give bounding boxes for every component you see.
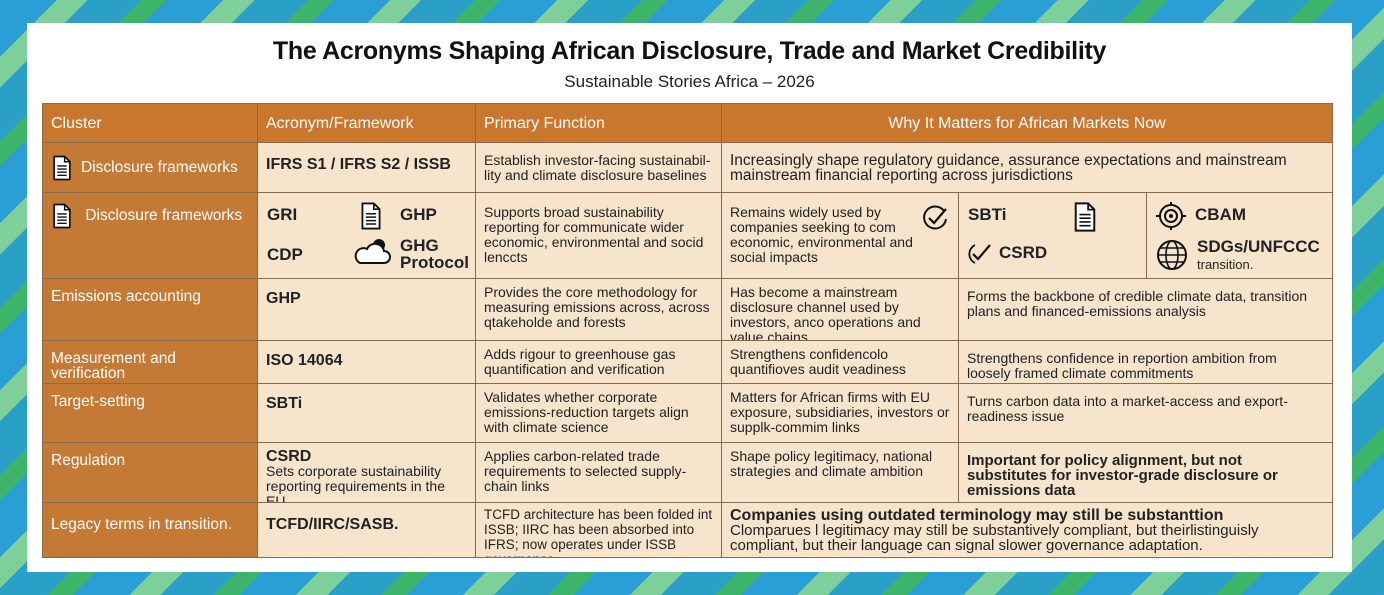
tag-cell: CBAM SDGs/UNFCCC transition. bbox=[1146, 192, 1333, 279]
acronym-cdp: CDP bbox=[267, 245, 303, 264]
target-icon bbox=[1156, 202, 1186, 230]
why-cell: Matters for African firms with EU exposu… bbox=[721, 383, 959, 443]
acronym-cell: CSRD Sets corporate sustainability report… bbox=[257, 442, 476, 503]
globe-icon bbox=[1157, 240, 1187, 270]
cluster-label: Target-setting bbox=[51, 393, 145, 410]
cluster-label: Emissions accounting bbox=[51, 288, 201, 305]
acronym-label: ISO 14064 bbox=[266, 352, 343, 369]
table-row-cluster: Disclosure frameworks bbox=[42, 192, 258, 279]
table-row-cluster: Target-setting bbox=[42, 383, 258, 443]
page-title: The Acronyms Shaping African Disclosure,… bbox=[272, 37, 1107, 65]
acronym-label: GHP bbox=[266, 290, 301, 307]
why-detail-text: Forms the backbone of credible climate d… bbox=[967, 288, 1308, 319]
tag-csrd: CSRD bbox=[999, 243, 1048, 262]
function-text: Validates whether corporate emissions-re… bbox=[484, 389, 689, 435]
why-text: Clomparues l legitimacy may still be sub… bbox=[730, 522, 1259, 554]
cluster-label: Measurement and verification bbox=[51, 350, 176, 382]
function-cell: Adds rigour to greenhouse gas quantifica… bbox=[475, 340, 722, 384]
function-cell: TCFD architecture has been folded int IS… bbox=[475, 502, 722, 558]
page-subtitle: Sustainable Stories Africa – 2026 bbox=[564, 72, 815, 91]
cluster-label: Disclosure frameworks bbox=[81, 159, 238, 176]
header-acronym: Acronym/Framework bbox=[257, 103, 476, 143]
why-text: Strengthens confidencolo quantifioves au… bbox=[730, 346, 906, 377]
why-text: Has become a mainstream disclosure chann… bbox=[730, 284, 921, 341]
header-cluster: Cluster bbox=[42, 103, 258, 143]
why-cell: Shape policy legitimacy, national strate… bbox=[721, 442, 959, 503]
why-cell: Has become a mainstream disclosure chann… bbox=[721, 278, 959, 341]
table-row-cluster: Legacy terms in transition. bbox=[42, 502, 258, 558]
document-icon bbox=[53, 155, 71, 180]
function-cell: Provides the core methodology for measur… bbox=[475, 278, 722, 341]
table-row-cluster: Emissions accounting bbox=[42, 278, 258, 341]
acronym-cell: SBTi bbox=[257, 383, 476, 443]
check-circle-icon bbox=[923, 205, 947, 230]
why-detail-cell: Turns carbon data into a market-access a… bbox=[958, 383, 1333, 443]
why-detail-cell: Important for policy alignment, but not … bbox=[958, 442, 1333, 503]
tag-sbti: SBTi bbox=[968, 205, 1007, 224]
function-cell: Supports broad sustainability reporting … bbox=[475, 192, 722, 279]
acronym-cell: IFRS S1 / IFRS S2 / ISSB bbox=[257, 142, 476, 193]
function-cell: Validates whether corporate emissions-re… bbox=[475, 383, 722, 443]
cluster-label: Disclosure frameworks bbox=[85, 207, 243, 225]
acronym-note: Sets corporate sustainability reporting … bbox=[266, 463, 445, 503]
acronym-gri: GRI bbox=[267, 205, 298, 224]
why-detail-text: Important for policy alignment, but not … bbox=[967, 452, 1278, 499]
cloud-icon bbox=[354, 239, 391, 264]
acronym-cell: GRI GHP CDP GHG Protocol bbox=[257, 192, 476, 279]
table-row-cluster: Measurement and verification bbox=[42, 340, 258, 384]
function-text: Adds rigour to greenhouse gas quantifica… bbox=[484, 346, 676, 377]
document-icon bbox=[361, 202, 381, 230]
header-function: Primary Function bbox=[475, 103, 722, 143]
why-cell: Companies using outdated terminology may… bbox=[721, 502, 1333, 558]
why-text: Matters for African firms with EU exposu… bbox=[730, 389, 950, 435]
acronym-ghg-protocol: GHG Protocol bbox=[400, 236, 469, 272]
acronym-label: SBTi bbox=[266, 395, 303, 412]
function-cell: Establish investor-facing sustainabil-li… bbox=[475, 142, 722, 193]
acronym-cell: ISO 14064 bbox=[257, 340, 476, 384]
tag-sdgs-unfccc: SDGs/UNFCCC bbox=[1197, 237, 1320, 256]
acronym-cell: GHP bbox=[257, 278, 476, 341]
function-cell: Applies carbon-related trade requirement… bbox=[475, 442, 722, 503]
acronym-label: CSRD bbox=[266, 448, 312, 465]
why-text: Shape policy legitimacy, national strate… bbox=[730, 448, 933, 479]
why-detail-cell: Forms the backbone of credible climate d… bbox=[958, 278, 1333, 341]
tag-cbam: CBAM bbox=[1195, 205, 1246, 224]
function-text: Applies carbon-related trade requirement… bbox=[484, 448, 687, 494]
document-icon bbox=[53, 203, 71, 229]
function-text: Provides the core methodology for measur… bbox=[484, 284, 710, 330]
why-detail-text: Turns carbon data into a market-access a… bbox=[967, 393, 1288, 424]
table-row-cluster: Regulation bbox=[42, 442, 258, 503]
why-cell: Increasingly shape regulatory guidance, … bbox=[721, 142, 1333, 193]
why-detail-cell: Strengthens confidence in reportion ambi… bbox=[958, 340, 1333, 384]
why-text: Remains widely used by companies seeking… bbox=[730, 204, 913, 265]
table-row-cluster: Disclosure frameworks bbox=[42, 142, 258, 193]
tag-cell: SBTi CSRD bbox=[958, 192, 1147, 279]
why-bold-text: Companies using outdated terminology may… bbox=[730, 507, 1224, 524]
header-why: Why It Matters for African Markets Now bbox=[721, 103, 1333, 143]
why-cell: Strengthens confidencolo quantifioves au… bbox=[721, 340, 959, 384]
why-cell: Remains widely used by companies seeking… bbox=[721, 192, 959, 279]
check-icon bbox=[968, 244, 991, 264]
cluster-label: Regulation bbox=[51, 452, 126, 469]
acronym-cell: TCFD/IIRC/SASB. bbox=[257, 502, 476, 558]
tag-note: transition. bbox=[1197, 257, 1254, 272]
document-icon bbox=[1074, 202, 1096, 232]
acronym-ghp: GHP bbox=[400, 205, 437, 224]
why-detail-text: Strengthens confidence in reportion ambi… bbox=[967, 350, 1277, 381]
